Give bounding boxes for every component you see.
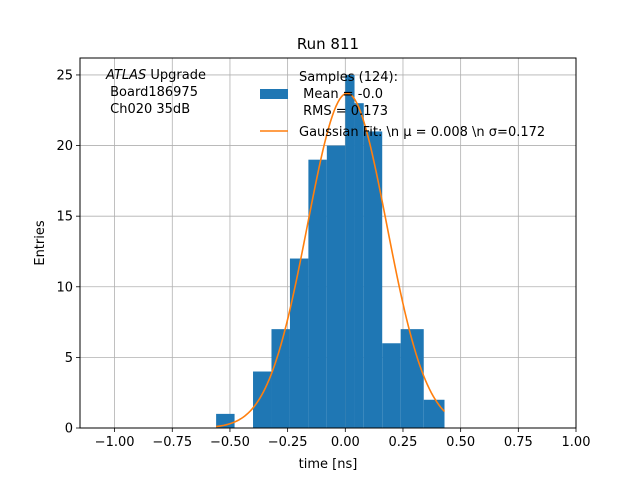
- annotation-text: Upgrade: [146, 68, 206, 83]
- histogram-bar: [345, 74, 355, 428]
- chart-title: Run 811: [297, 35, 359, 53]
- legend-label-samples: Samples (124):: [299, 70, 398, 85]
- axes-frame: [79, 57, 577, 429]
- legend-label-samples: RMS = 0.173: [299, 104, 388, 119]
- y-tick-label: 5: [65, 351, 73, 366]
- histogram-bar: [363, 131, 383, 428]
- histogram-bar: [326, 145, 346, 428]
- x-tick-label: −0.25: [268, 435, 308, 450]
- histogram-bar: [400, 329, 424, 428]
- annotation-line: Board186975: [106, 85, 198, 100]
- annotation-line: Ch020 35dB: [106, 102, 190, 117]
- atlas-annotation: ATLAS Upgrade Board186975 Ch020 35dB: [105, 68, 206, 117]
- y-tick-label: 15: [56, 210, 73, 225]
- gaussian-fit-curve: [216, 92, 446, 428]
- annotation-italic: ATLAS: [105, 68, 146, 83]
- histogram-bar: [354, 103, 364, 428]
- gaussian-fit-layer: [216, 92, 446, 428]
- y-axis-title: Entries: [33, 220, 48, 266]
- y-tick-label: 10: [56, 280, 73, 295]
- y-tick-label: 0: [65, 422, 73, 437]
- histogram-bar: [289, 258, 309, 428]
- legend-label-samples: Mean = -0.0: [299, 87, 383, 102]
- annotation-text: Board186975: [106, 85, 198, 100]
- x-tick-label: 0.50: [446, 435, 475, 450]
- y-tick-label: 20: [56, 139, 73, 154]
- histogram-bars: [216, 74, 445, 428]
- histogram-bar: [308, 159, 327, 428]
- axis-ticks: −1.00 −0.75 −0.50 −0.25 0.00 0.25 0.50 0.75 1.00…: [56, 68, 590, 450]
- annotation-text: Ch020 35dB: [106, 102, 190, 117]
- histogram-bar: [423, 399, 445, 428]
- x-tick-label: −0.75: [152, 435, 192, 450]
- legend-label-fit: Gaussian Fit: \n μ = 0.008 \n σ=0.172: [299, 125, 545, 140]
- x-tick-label: 1.00: [562, 435, 591, 450]
- histogram-bar: [382, 343, 401, 428]
- annotation-line: ATLAS Upgrade: [105, 68, 206, 83]
- histogram-bar: [271, 329, 290, 428]
- y-tick-label: 25: [56, 68, 73, 83]
- x-tick-label: 0.00: [331, 435, 360, 450]
- x-tick-label: 0.75: [504, 435, 533, 450]
- x-axis-title: time [ns]: [299, 457, 358, 472]
- x-tick-label: −0.50: [210, 435, 250, 450]
- legend: Samples (124): Mean = -0.0 RMS = 0.173 Ga…: [260, 70, 545, 140]
- x-tick-label: −1.00: [95, 435, 135, 450]
- legend-patch-samples: [260, 89, 288, 99]
- x-tick-label: 0.25: [389, 435, 418, 450]
